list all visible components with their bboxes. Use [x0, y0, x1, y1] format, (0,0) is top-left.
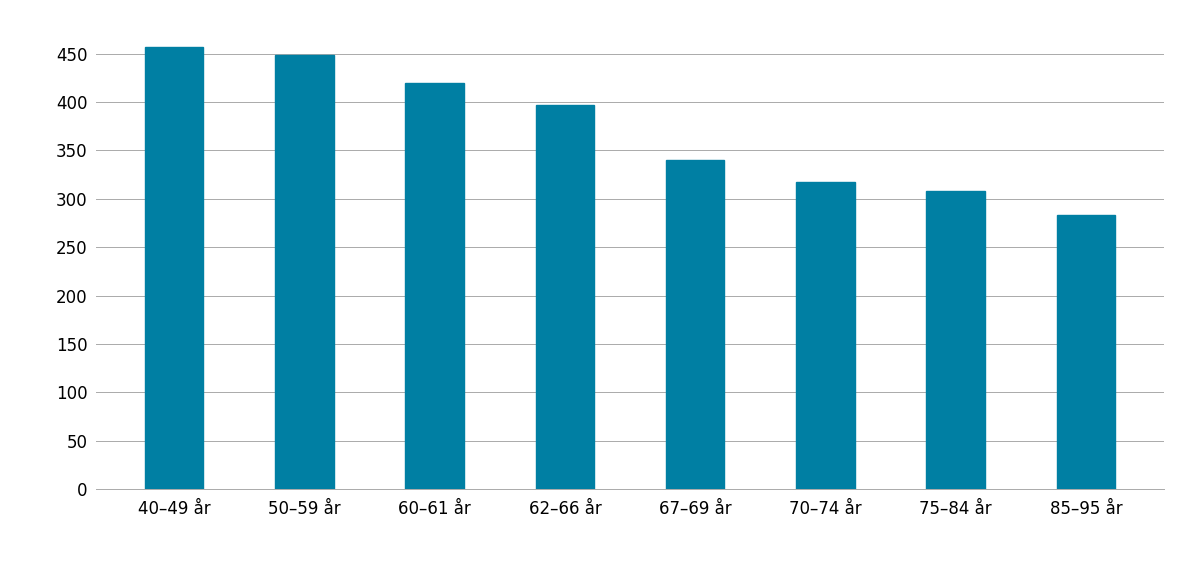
Bar — [406, 83, 464, 489]
Bar — [145, 47, 204, 489]
Bar — [275, 55, 334, 489]
Bar — [796, 182, 854, 489]
Bar — [666, 160, 725, 489]
Bar — [1056, 215, 1115, 489]
Bar — [535, 105, 594, 489]
Bar — [926, 191, 985, 489]
